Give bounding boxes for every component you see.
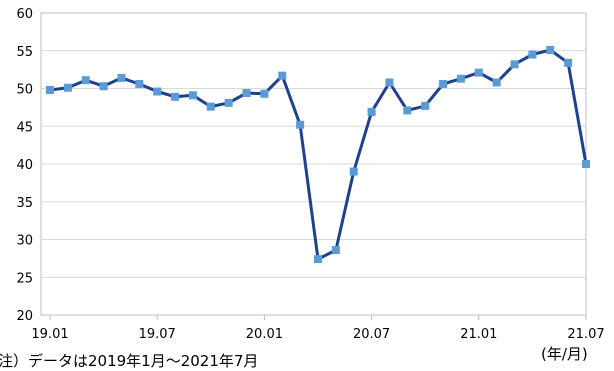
data-point <box>421 101 430 110</box>
data-point <box>528 50 537 59</box>
y-tick-label: 25 <box>16 271 33 286</box>
data-point <box>135 79 144 88</box>
data-point <box>63 83 72 92</box>
x-axis-tick-labels: 19.01 19.07 20.01 20.07 21.01 21.07 <box>31 327 604 342</box>
data-point <box>314 255 322 264</box>
data-point <box>385 78 394 87</box>
data-point <box>367 107 376 116</box>
y-tick-label: 55 <box>16 45 33 60</box>
y-tick-label: 30 <box>16 234 33 249</box>
x-tick-label: 20.01 <box>246 327 283 342</box>
data-point <box>456 74 465 83</box>
x-tick-label: 21.01 <box>460 327 497 342</box>
data-point <box>278 71 287 80</box>
y-tick-label: 45 <box>16 120 33 135</box>
data-point <box>510 60 519 69</box>
y-tick-label: 20 <box>16 309 33 324</box>
series-line <box>49 48 588 261</box>
data-point <box>564 58 573 67</box>
data-point <box>117 73 126 82</box>
data-point <box>260 89 269 98</box>
data-point <box>46 86 54 95</box>
y-axis-tick-labels: 20 25 30 35 40 45 50 55 60 <box>16 7 33 324</box>
data-point <box>81 76 90 85</box>
data-point <box>349 167 358 176</box>
data-point <box>296 120 305 129</box>
data-point <box>153 87 162 96</box>
data-point <box>188 91 197 100</box>
data-point <box>439 79 448 88</box>
data-point <box>206 102 215 111</box>
data-point <box>99 82 108 91</box>
data-point <box>242 89 251 98</box>
x-tick-label: 19.07 <box>139 327 176 342</box>
data-point <box>582 160 590 168</box>
x-tick-label: 20.07 <box>353 327 390 342</box>
y-tick-label: 50 <box>16 83 33 98</box>
y-tick-label: 35 <box>16 196 33 211</box>
data-note: 注）データは2019年1月～2021年7月 <box>0 352 259 370</box>
data-point <box>171 92 180 101</box>
data-point <box>492 78 501 87</box>
y-tick-label: 60 <box>16 7 33 22</box>
series-markers <box>46 45 590 264</box>
x-axis-tick-marks <box>49 315 587 320</box>
gridlines <box>41 12 586 316</box>
data-point <box>224 98 233 107</box>
x-axis-unit-label: (年/月) <box>541 345 588 363</box>
x-tick-label: 21.07 <box>567 327 604 342</box>
y-tick-label: 40 <box>16 158 33 173</box>
data-point <box>331 246 340 255</box>
data-point <box>403 106 412 115</box>
x-tick-label: 19.01 <box>31 327 68 342</box>
data-point <box>474 68 483 77</box>
data-point <box>546 45 555 54</box>
